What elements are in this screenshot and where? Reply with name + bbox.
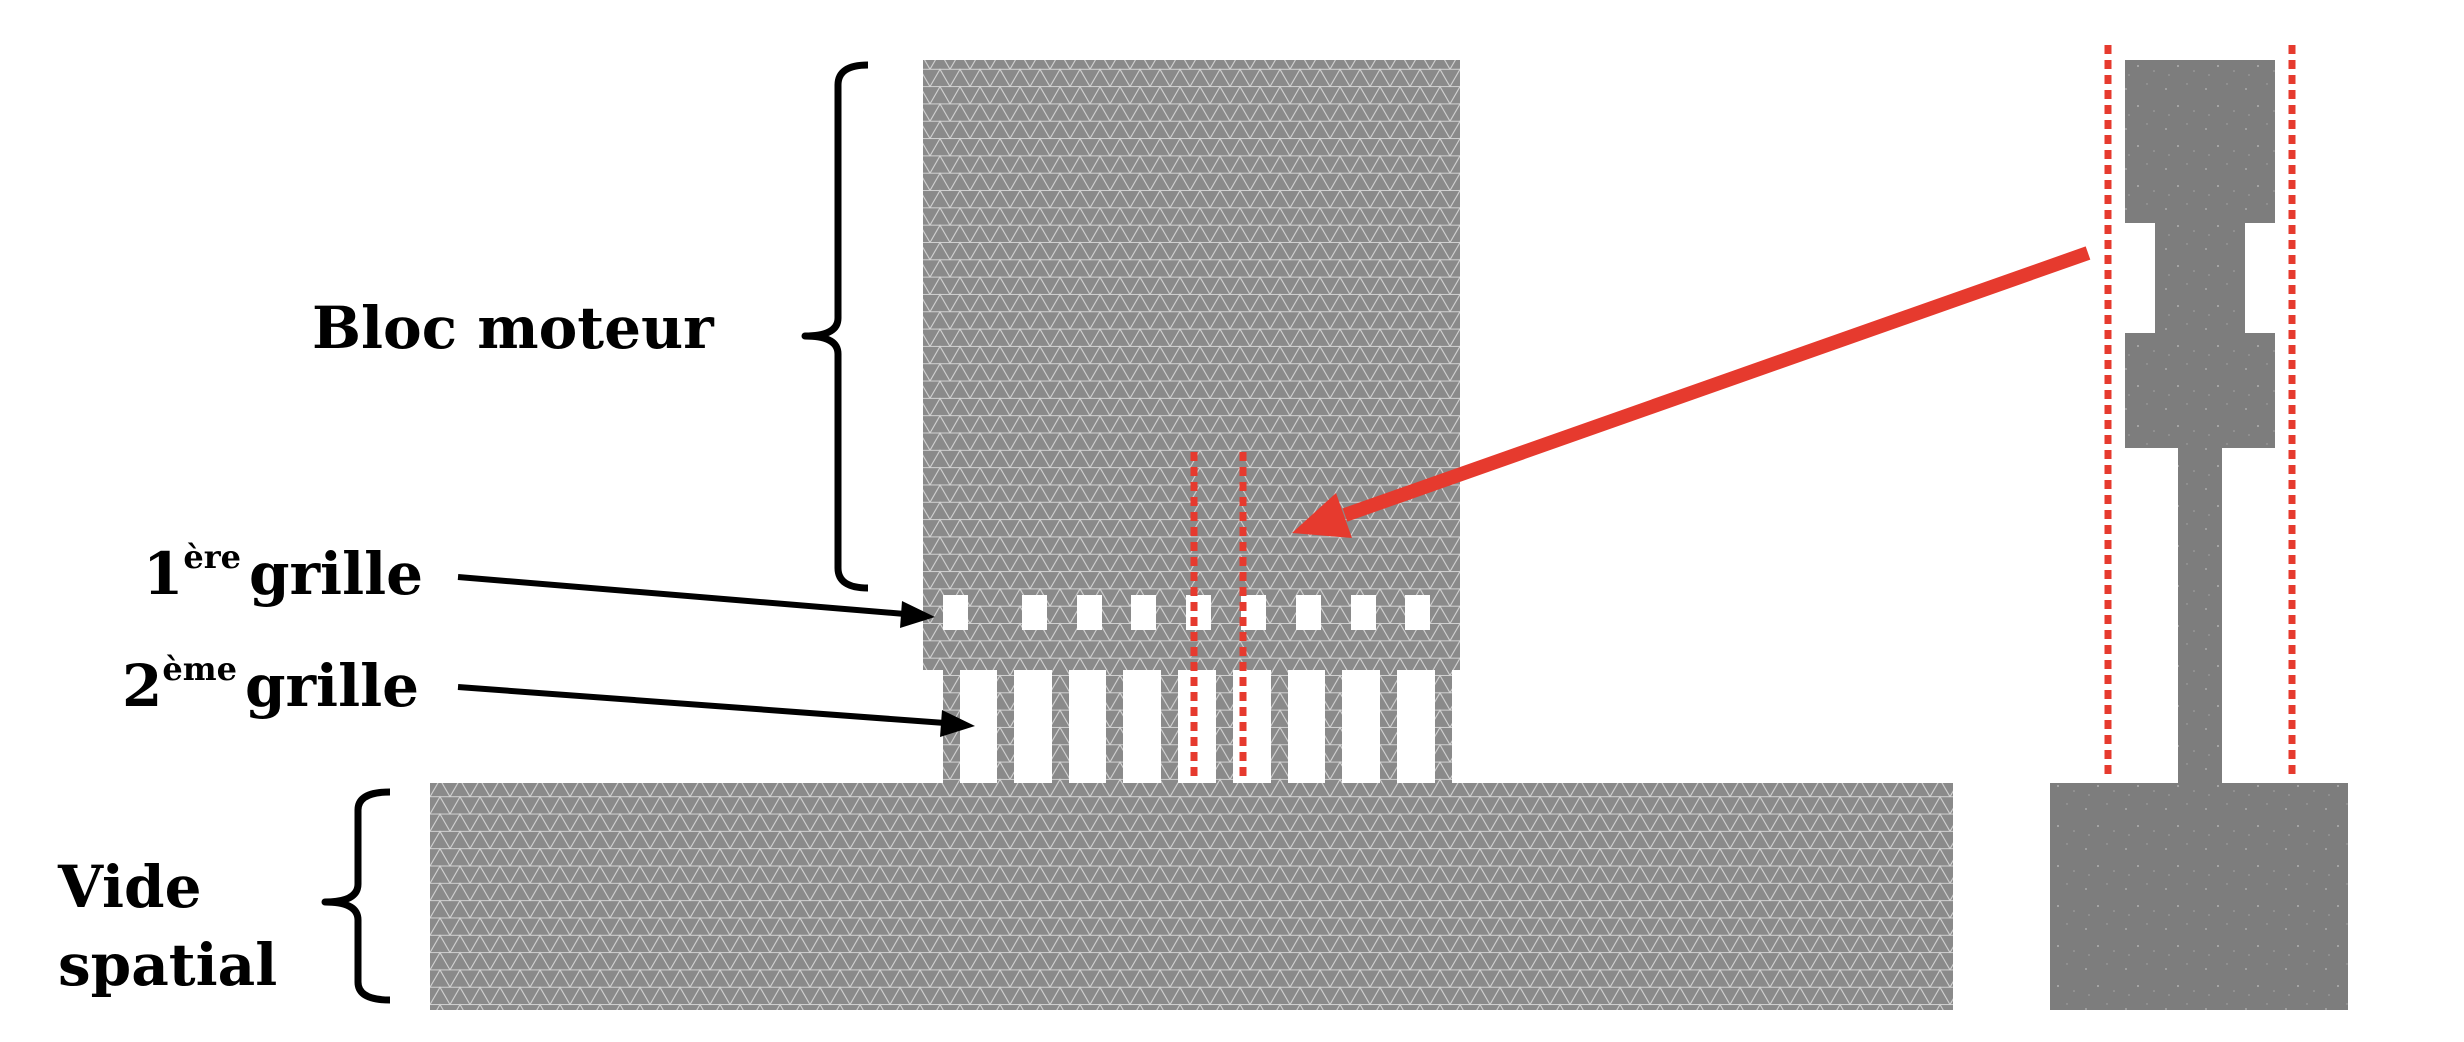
grid-1-superscript: ère — [183, 538, 241, 576]
grid-1-label: 1ère grille — [143, 538, 423, 608]
grid-1-wall — [1376, 595, 1405, 630]
zoomed-channel — [2050, 60, 2348, 1010]
space-vacuum-label-line2: spatial — [58, 931, 277, 999]
engine-block-label: Bloc moteur — [312, 294, 715, 362]
grid-2-wall — [1435, 670, 1452, 785]
grid-1-wall — [1266, 595, 1296, 630]
zoom-arrow-head — [1292, 493, 1352, 538]
zoom-top-block — [2125, 60, 2275, 223]
grid-1-wall — [1430, 595, 1460, 630]
grid-1-pointer — [457, 574, 935, 628]
engine-block-brace — [801, 61, 869, 592]
grid-2-wall — [1271, 670, 1288, 785]
zoom-vacuum-block — [2050, 783, 2348, 1010]
grid-1-wall — [968, 595, 1022, 630]
grid-1-wall — [923, 595, 943, 630]
grid-1-wall — [1156, 595, 1186, 630]
grid-2-wall — [997, 670, 1014, 785]
grid-2-label: 2ème grille — [122, 650, 419, 720]
zoom-arrow — [1292, 246, 2091, 538]
grid-2-superscript: ème — [162, 650, 237, 688]
grid-1-pointer-head — [900, 601, 935, 628]
grid-2-pointer — [457, 684, 975, 737]
grid-2-pointer-head — [940, 710, 975, 737]
grid-1-wall — [1102, 595, 1131, 630]
zoom-grid-1-block — [2125, 333, 2275, 448]
grid-2-wall — [1161, 670, 1178, 785]
space-vacuum-brace — [321, 788, 391, 1004]
grid-2-wall — [1216, 670, 1233, 785]
grid-2-number: 2 — [122, 652, 162, 720]
space-vacuum-label-line1: Vide — [57, 853, 201, 921]
grid-2-word: grille — [245, 652, 419, 720]
zoom-grid-2-channel — [2178, 448, 2222, 783]
grid-2-wall — [1380, 670, 1397, 785]
grid-1-walls — [923, 595, 1460, 630]
grid-1-number: 1 — [143, 540, 183, 608]
grid-1-word: grille — [249, 540, 423, 608]
grid-2-wall — [1106, 670, 1123, 785]
grid-2-wall — [1052, 670, 1069, 785]
zoom-grid-1-neck — [2155, 223, 2245, 333]
space-vacuum-region — [430, 783, 1953, 1010]
grid-1-wall — [1047, 595, 1077, 630]
grid-1-wall — [1211, 595, 1241, 630]
mesh-domain — [430, 60, 1953, 1010]
grid-1-wall — [1321, 595, 1351, 630]
grid-2-wall — [1325, 670, 1342, 785]
